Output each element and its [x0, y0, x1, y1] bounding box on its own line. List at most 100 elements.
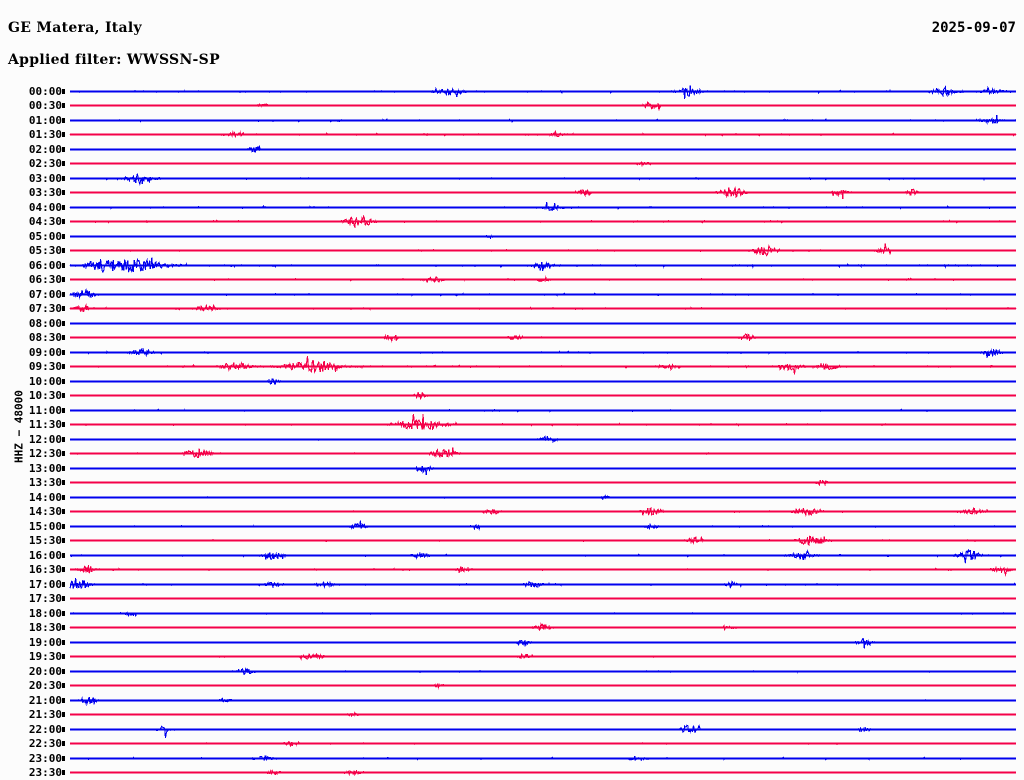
trace-row: 18:30	[0, 620, 1024, 635]
time-tick-label: 09:30	[28, 360, 62, 373]
applied-filter-label: Applied filter: WWSSN-SP	[8, 52, 220, 68]
seismic-trace	[69, 160, 1017, 168]
seismic-trace	[69, 622, 1017, 632]
time-tick-label: 00:00	[28, 84, 62, 98]
row-tick-mark	[62, 349, 65, 355]
seismic-trace	[69, 520, 1017, 531]
trace-row: 01:30	[0, 127, 1024, 142]
trace-row: 00:00	[0, 84, 1024, 99]
seismic-trace	[69, 754, 1017, 761]
trace-row: 16:30	[0, 562, 1024, 577]
trace-row: 05:30	[0, 243, 1024, 258]
trace-row: 07:30	[0, 301, 1024, 316]
time-tick-label: 21:30	[28, 708, 62, 721]
seismic-trace	[69, 507, 1017, 517]
row-tick-mark	[62, 422, 65, 427]
seismic-trace	[69, 214, 1017, 230]
row-tick-mark	[62, 741, 65, 746]
trace-row: 03:00	[0, 171, 1024, 186]
trace-row: 13:30	[0, 475, 1024, 490]
time-tick-label: 07:00	[28, 287, 62, 301]
seismic-trace	[69, 447, 1017, 459]
seismic-trace	[69, 333, 1017, 343]
row-tick-mark	[62, 654, 65, 659]
seismic-trace	[69, 355, 1017, 375]
time-tick-label: 21:00	[28, 693, 62, 707]
trace-row: 08:00	[0, 316, 1024, 331]
row-tick-mark	[62, 407, 65, 413]
seismic-trace	[69, 682, 1017, 690]
seismic-trace	[69, 84, 1017, 99]
time-tick-label: 16:00	[28, 548, 62, 562]
row-tick-mark	[62, 770, 65, 775]
row-tick-mark	[62, 103, 65, 108]
time-tick-label: 17:30	[28, 592, 62, 605]
trace-row: 07:00	[0, 287, 1024, 302]
seismic-trace	[69, 303, 1017, 313]
record-date: 2025-09-07	[931, 20, 1016, 36]
time-tick-label: 19:00	[28, 635, 62, 649]
page-title: GE Matera, Italy	[8, 20, 142, 36]
seismic-trace	[69, 479, 1017, 487]
seismic-trace	[69, 391, 1017, 401]
seismic-trace	[69, 233, 1017, 240]
row-tick-mark	[62, 146, 65, 152]
row-tick-mark	[62, 726, 65, 732]
trace-row: 10:00	[0, 374, 1024, 389]
trace-row: 14:30	[0, 504, 1024, 519]
row-tick-mark	[62, 683, 65, 688]
row-tick-mark	[62, 335, 65, 340]
time-tick-label: 09:00	[28, 345, 62, 359]
row-tick-mark	[62, 668, 65, 674]
seismic-trace	[69, 378, 1017, 385]
seismic-trace	[69, 130, 1017, 139]
row-tick-mark	[62, 248, 65, 253]
seismic-trace	[69, 173, 1017, 186]
seismic-trace	[69, 769, 1017, 777]
seismic-trace	[69, 321, 1017, 325]
time-tick-label: 10:30	[28, 389, 62, 402]
trace-row: 04:00	[0, 200, 1024, 215]
seismic-trace	[69, 637, 1017, 648]
time-tick-label: 05:30	[28, 244, 62, 257]
time-tick-label: 08:00	[28, 316, 62, 330]
time-tick-label: 08:30	[28, 331, 62, 344]
row-tick-mark	[62, 306, 65, 311]
seismic-trace	[69, 114, 1017, 125]
trace-row: 14:00	[0, 490, 1024, 505]
time-tick-label: 13:00	[28, 461, 62, 475]
trace-row: 05:00	[0, 229, 1024, 244]
seismic-trace	[69, 740, 1017, 748]
seismic-trace	[69, 723, 1017, 738]
trace-row: 09:00	[0, 345, 1024, 360]
trace-row: 01:00	[0, 113, 1024, 128]
trace-row: 22:30	[0, 736, 1024, 751]
seismic-trace	[69, 535, 1017, 547]
trace-row: 20:30	[0, 678, 1024, 693]
time-tick-label: 03:00	[28, 171, 62, 185]
trace-row: 00:30	[0, 98, 1024, 113]
trace-row: 23:00	[0, 751, 1024, 766]
seismic-trace	[69, 408, 1017, 412]
row-tick-mark	[62, 538, 65, 543]
seismic-trace	[69, 243, 1017, 257]
trace-row: 13:00	[0, 461, 1024, 476]
trace-row: 15:30	[0, 533, 1024, 548]
trace-row: 12:30	[0, 446, 1024, 461]
seismic-trace	[69, 144, 1017, 153]
row-tick-mark	[62, 219, 65, 224]
trace-row: 06:30	[0, 272, 1024, 287]
seismic-trace	[69, 711, 1017, 718]
trace-row: 06:00	[0, 257, 1024, 273]
time-tick-label: 11:30	[28, 418, 62, 431]
time-tick-label: 19:30	[28, 650, 62, 663]
time-tick-label: 18:30	[28, 621, 62, 634]
row-tick-mark	[62, 204, 65, 210]
seismic-trace	[69, 464, 1017, 475]
trace-row: 12:00	[0, 432, 1024, 447]
row-tick-mark	[62, 625, 65, 630]
time-tick-label: 15:00	[28, 519, 62, 533]
seismic-trace	[69, 597, 1017, 600]
row-tick-mark	[62, 262, 65, 268]
